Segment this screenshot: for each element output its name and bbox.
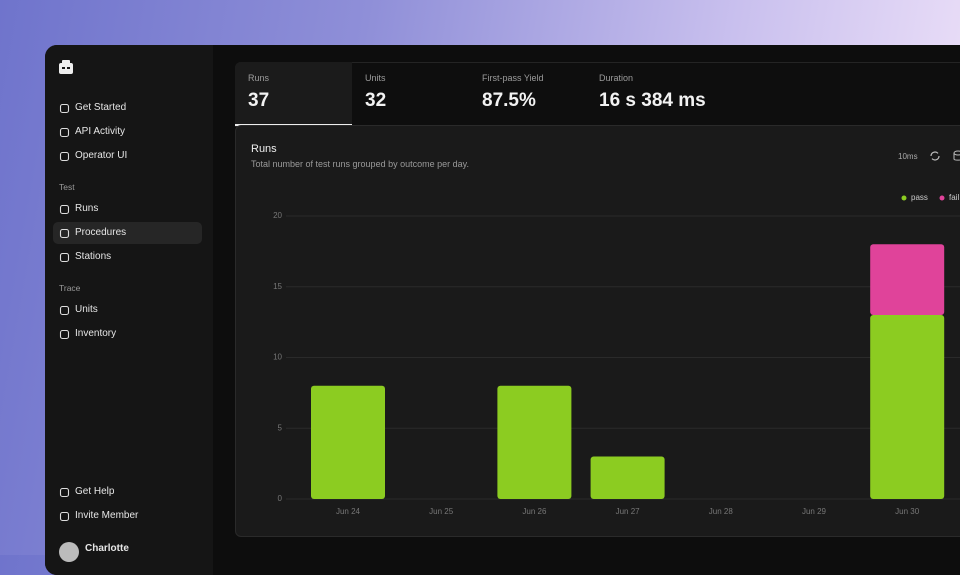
active-highlight — [53, 222, 202, 244]
bar — [497, 385, 572, 499]
x-tick-label: Jun 25 — [429, 507, 454, 516]
nav-item[interactable]: Get Started — [75, 102, 127, 113]
stat-value: 16 s 384 ms — [599, 90, 706, 111]
db-icon[interactable] — [952, 150, 960, 162]
nav-item[interactable]: Invite Member — [75, 510, 139, 521]
nav-item[interactable]: Inventory — [75, 328, 117, 339]
stat-label: Duration — [599, 73, 634, 83]
section-title: Test — [59, 182, 75, 192]
stat-label: First-pass Yield — [482, 73, 544, 83]
nav-icon — [59, 103, 70, 114]
nav-item[interactable]: Runs — [75, 203, 99, 214]
nav-icon — [59, 204, 70, 215]
x-tick-label: Jun 27 — [616, 507, 641, 516]
app-window: Get Started API Activity Operator UI Test Ru… — [45, 45, 960, 575]
x-tick-label: Jun 30 — [895, 507, 920, 516]
nav-icon — [59, 228, 70, 239]
y-tick-label: 5 — [278, 423, 283, 432]
nav-item[interactable]: Operator UI — [75, 150, 128, 161]
y-tick-label: 20 — [273, 211, 282, 220]
bar — [590, 456, 665, 499]
chart: 0 5 10 15 20 pass fail Jun 24 Jun 25 Jun 26 Jun 27… — [273, 193, 960, 516]
stat-value: 32 — [365, 90, 387, 111]
legend-label: fail — [949, 193, 959, 202]
nav-icon — [59, 127, 70, 138]
stat-value: 87.5% — [482, 90, 536, 111]
x-tick-label: Jun 24 — [336, 507, 361, 516]
nav-icon — [59, 487, 70, 498]
nav-icon — [59, 305, 70, 316]
stat-label: Runs — [248, 73, 270, 83]
y-tick-label: 10 — [273, 353, 282, 362]
section-title: Trace — [59, 283, 81, 293]
bar — [870, 315, 945, 499]
nav-icon — [59, 511, 70, 522]
legend-swatch — [901, 195, 907, 201]
sidebar: Get Started API Activity Operator UI Test Ru… — [45, 45, 213, 575]
nav-item[interactable]: API Activity — [75, 126, 126, 137]
stat-label: Units — [365, 73, 386, 83]
chart-title: Runs — [251, 143, 277, 155]
chart-panel: Runs Total number of test runs grouped b… — [235, 125, 960, 537]
y-tick-label: 0 — [278, 494, 283, 503]
nav-icon — [59, 151, 70, 162]
chart-subtitle: Total number of test runs grouped by out… — [251, 159, 469, 169]
nav-item[interactable]: Procedures — [75, 227, 127, 238]
y-tick-label: 15 — [273, 282, 282, 291]
x-tick-label: Jun 29 — [802, 507, 827, 516]
nav-icon — [59, 329, 70, 340]
logo — [59, 60, 73, 74]
avatar — [59, 542, 79, 562]
legend-label: pass — [911, 193, 928, 202]
nav-item[interactable]: Get Help — [75, 486, 115, 497]
refresh-interval[interactable]: 10ms — [898, 152, 918, 161]
user-name[interactable]: Charlotte — [85, 543, 129, 554]
bar — [870, 244, 945, 316]
nav-item[interactable]: Units — [75, 304, 98, 315]
legend-swatch — [939, 195, 945, 201]
x-tick-label: Jun 28 — [709, 507, 734, 516]
nav-item[interactable]: Stations — [75, 251, 112, 262]
bar — [311, 385, 385, 499]
nav-icon — [59, 252, 70, 263]
refresh-icon[interactable] — [929, 150, 941, 162]
x-tick-label: Jun 26 — [522, 507, 547, 516]
stat-value: 37 — [248, 90, 270, 111]
